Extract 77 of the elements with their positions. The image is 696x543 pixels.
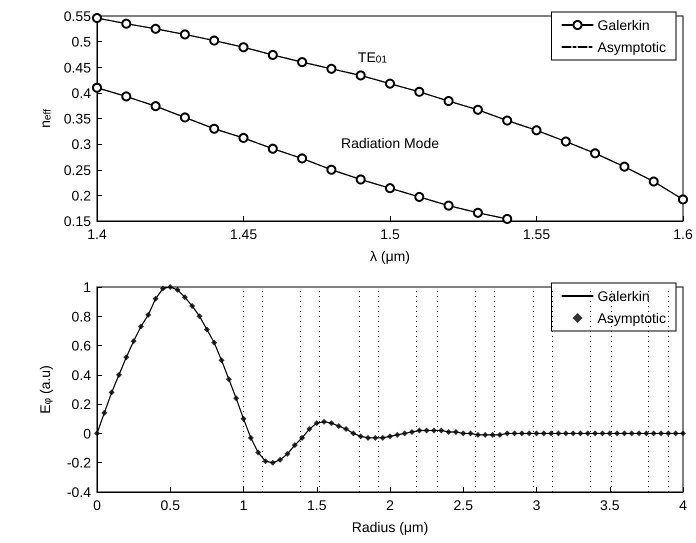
y-tick-label: 0.3 [72, 136, 92, 152]
point [238, 42, 248, 52]
point [444, 200, 454, 211]
point [268, 50, 278, 60]
point [92, 82, 102, 93]
x-tick-label: 2 [386, 497, 394, 513]
y-tick-label: -0.2 [66, 454, 92, 471]
point [180, 112, 190, 122]
y-tick-label: 0.55 [64, 8, 92, 24]
y-tick-label: 0.4 [72, 84, 92, 101]
point [238, 132, 248, 143]
point [385, 183, 395, 194]
point [414, 86, 424, 97]
x-tick-label: 3.5 [600, 497, 620, 513]
y-tick-label: 0 [83, 425, 92, 442]
point [472, 208, 483, 218]
point [297, 57, 308, 68]
y-tick-label: 1 [83, 279, 92, 295]
point [180, 29, 190, 40]
annotation: Radiation Mode [340, 135, 440, 152]
point [414, 192, 424, 202]
point [444, 96, 454, 106]
annotation: TE01 [358, 49, 388, 66]
point [209, 124, 220, 134]
y-tick-label: 0.4 [72, 366, 92, 383]
x-axis-title: Radius (μm) [352, 519, 428, 535]
point [356, 174, 366, 184]
point [92, 13, 102, 24]
x-tick-label: 2.5 [454, 497, 474, 513]
point [560, 136, 571, 147]
y-tick-label: 0.2 [72, 187, 92, 204]
x-tick-label: 1 [240, 497, 248, 513]
y-tick-label: 0.35 [64, 110, 92, 126]
point [532, 125, 542, 136]
y-tick-label: 0.45 [64, 59, 92, 76]
legend-label: Asymptotic [598, 39, 666, 55]
point [648, 176, 659, 187]
x-tick-label: 1.5 [380, 226, 400, 242]
x-tick-label: 1.6 [673, 226, 693, 242]
y-tick-label: 0.8 [72, 308, 92, 324]
legend-label: Asymptotic [598, 310, 666, 326]
point [619, 162, 630, 172]
x-axis-title: λ (μm) [370, 248, 410, 264]
point [326, 64, 336, 74]
point [502, 116, 512, 126]
point [150, 101, 161, 112]
x-tick-label: 1.45 [230, 226, 258, 242]
y-tick-label: 0.5 [72, 34, 92, 50]
point [268, 144, 278, 154]
point [590, 148, 600, 158]
y-axis-title: Eφ (a.u) [37, 365, 54, 414]
point [209, 36, 220, 46]
point [678, 194, 688, 204]
point [502, 214, 512, 224]
x-tick-label: 1.55 [522, 226, 550, 242]
y-tick-label: -0.4 [66, 484, 92, 500]
y-tick-label: 0.25 [64, 162, 92, 178]
point [356, 70, 366, 80]
x-tick-label: 1.5 [307, 497, 327, 513]
x-tick-label: 3 [532, 497, 541, 513]
y-tick-label: 0.6 [72, 338, 92, 354]
point [121, 91, 132, 102]
x-tick-label: 0.5 [160, 497, 180, 513]
x-tick-label: 0 [93, 497, 102, 513]
legend-label: Galerkin [598, 17, 650, 33]
point [150, 24, 161, 34]
point [326, 164, 336, 175]
x-tick-label: 1.4 [87, 226, 107, 242]
x-tick-label: 4 [679, 497, 688, 513]
y-tick-label: 0.15 [64, 213, 92, 229]
y-axis-title: neff [36, 108, 54, 128]
point [385, 78, 395, 89]
y-tick-label: 0.2 [72, 396, 92, 412]
point [121, 18, 132, 29]
point [472, 104, 483, 115]
point [297, 153, 308, 164]
legend-label: Galerkin [598, 288, 650, 304]
